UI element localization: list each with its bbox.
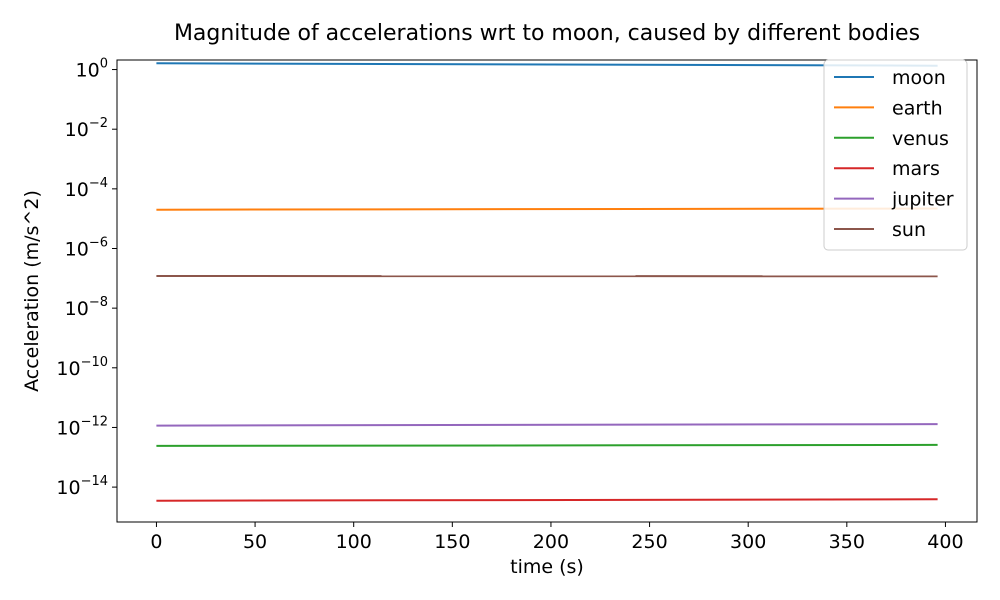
y-tick-label: 10−8 — [65, 295, 108, 320]
x-tick-label: 100 — [336, 531, 372, 553]
y-axis: 100 10−2 10−4 10−6 10−8 10−10 10−12 10−14 — [56, 57, 117, 499]
series-line-jupiter — [156, 423, 938, 427]
x-tick-label: 200 — [533, 531, 569, 553]
y-tick-label: 10−12 — [56, 414, 108, 439]
y-tick-label: 10−2 — [65, 116, 108, 141]
x-tick-label: 150 — [434, 531, 470, 553]
x-axis: 0 50 100 150 200 250 300 350 400 — [150, 522, 964, 553]
x-tick-label: 300 — [730, 531, 766, 553]
series-line-venus — [156, 443, 938, 447]
x-tick-label: 0 — [150, 531, 162, 553]
x-tick-label: 400 — [927, 531, 963, 553]
x-tick-label: 350 — [829, 531, 865, 553]
legend-label-mars: mars — [892, 158, 940, 180]
chart-title: Magnitude of accelerations wrt to moon, … — [174, 21, 920, 46]
legend-label-venus: venus — [892, 128, 949, 150]
plot-series — [156, 62, 938, 502]
series-line-earth — [156, 207, 938, 211]
y-tick-label: 100 — [76, 57, 108, 82]
series-line-mars — [156, 498, 938, 502]
legend-label-earth: earth — [892, 97, 943, 119]
legend-label-jupiter: jupiter — [891, 189, 954, 211]
plot-frame — [116, 59, 978, 523]
x-axis-label: time (s) — [510, 556, 584, 578]
x-tick-label: 50 — [243, 531, 267, 553]
y-tick-label: 10−10 — [56, 355, 108, 380]
series-line-moon — [156, 62, 938, 67]
legend-label-moon: moon — [892, 67, 946, 89]
legend: moon earth venus mars jupiter sun — [823, 59, 968, 251]
x-tick-label: 250 — [631, 531, 667, 553]
y-tick-label: 10−4 — [65, 176, 108, 201]
legend-label-sun: sun — [892, 219, 926, 241]
y-axis-label: Acceleration (m/s^2) — [21, 190, 43, 392]
y-tick-label: 10−6 — [65, 235, 108, 260]
y-tick-label: 10−14 — [56, 474, 108, 499]
